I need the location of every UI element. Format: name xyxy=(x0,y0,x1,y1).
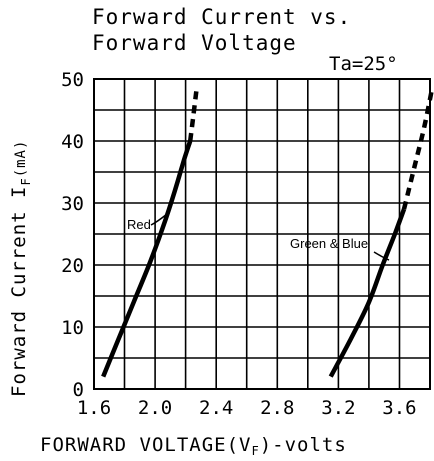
x-axis-title-group: FORWARD VOLTAGE(VF)-volts xyxy=(40,434,347,458)
y-axis-title: Forward Current IF(mA) xyxy=(8,140,33,397)
y-tick-label: 10 xyxy=(61,317,84,339)
y-tick-label: 20 xyxy=(61,255,84,277)
series-label-red: Red xyxy=(127,217,151,232)
x-tick-label: 2.8 xyxy=(260,397,294,419)
y-axis-title-group: Forward Current IF(mA) xyxy=(8,140,33,397)
chart-title-line2: Forward Voltage xyxy=(92,31,297,55)
series-line-red xyxy=(101,140,193,378)
x-tick-label: 2.4 xyxy=(199,397,233,419)
x-tick-label: 1.6 xyxy=(77,397,111,419)
y-tick-label: 50 xyxy=(61,69,84,91)
x-tick-label: 2.0 xyxy=(138,397,172,419)
series-label-green-blue: Green & Blue xyxy=(290,236,368,251)
x-tick-labels: 1.6 2.0 2.4 2.8 3.2 3.6 xyxy=(77,397,417,419)
chart-title-line1: Forward Current vs. xyxy=(92,5,351,29)
plot-frame xyxy=(93,78,431,390)
plot-grid xyxy=(93,78,431,390)
series-label-red-leader xyxy=(150,213,168,226)
y-tick-label: 30 xyxy=(61,193,84,215)
y-tick-labels: 0 10 20 30 40 50 xyxy=(61,69,84,401)
x-tick-label: 3.6 xyxy=(382,397,416,419)
series-line-green-blue xyxy=(328,208,407,378)
series-line-red-extrapolated xyxy=(187,91,199,142)
y-tick-label: 0 xyxy=(73,379,84,401)
x-axis-title: FORWARD VOLTAGE(VF)-volts xyxy=(40,434,347,458)
series-label-red-group: Red xyxy=(127,213,168,232)
y-tick-label: 40 xyxy=(61,131,84,153)
series-label-green-blue-leader xyxy=(373,251,390,261)
x-tick-label: 3.2 xyxy=(321,397,355,419)
series-line-green-blue-extrapolated xyxy=(401,90,434,210)
series-label-gb-group: Green & Blue xyxy=(290,236,390,261)
temperature-condition: Ta=25° xyxy=(329,53,398,75)
series-curves xyxy=(101,90,434,378)
